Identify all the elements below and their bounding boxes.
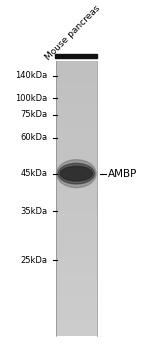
Ellipse shape (57, 160, 96, 188)
Text: 60kDa: 60kDa (20, 133, 47, 142)
Ellipse shape (58, 163, 95, 184)
Bar (55, 54, 97, 57)
Text: AMBP: AMBP (108, 169, 137, 178)
Text: 45kDa: 45kDa (21, 169, 47, 178)
Text: 35kDa: 35kDa (20, 207, 47, 216)
Text: 140kDa: 140kDa (15, 71, 47, 80)
Text: 100kDa: 100kDa (15, 94, 47, 103)
Text: 75kDa: 75kDa (20, 110, 47, 119)
Ellipse shape (60, 166, 93, 181)
Text: 25kDa: 25kDa (21, 256, 47, 265)
Text: Mouse pancreas: Mouse pancreas (44, 4, 102, 62)
